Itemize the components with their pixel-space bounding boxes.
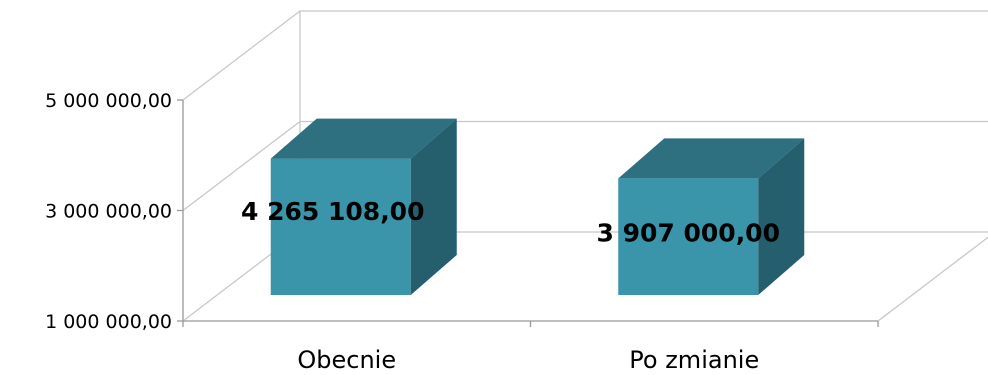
bar-front — [618, 178, 759, 295]
y-tick-label: 1 000 000,00 — [45, 311, 172, 333]
chart-labels: 1 000 000,00 3 000 000,00 5 000 000,00 4 26… — [45, 90, 780, 374]
bar-side — [758, 138, 805, 295]
floor-right-edge — [877, 236, 988, 322]
bar-2 — [618, 138, 805, 295]
bar-side — [410, 118, 457, 295]
bar-front — [270, 158, 411, 295]
y-tick-label: 5 000 000,00 — [45, 90, 172, 112]
bar-top — [270, 118, 457, 159]
gridline — [182, 10, 988, 101]
x-category-label: Obecnie — [297, 346, 396, 374]
chart-bars — [270, 118, 805, 295]
y-tick-label: 3 000 000,00 — [45, 201, 172, 223]
bar-1 — [270, 118, 457, 295]
data-label: 4 265 108,00 — [241, 197, 424, 226]
data-label: 3 907 000,00 — [597, 219, 780, 248]
x-category-label: Po zmianie — [629, 346, 759, 374]
chart-axes — [177, 99, 879, 327]
bar-top — [618, 138, 805, 179]
